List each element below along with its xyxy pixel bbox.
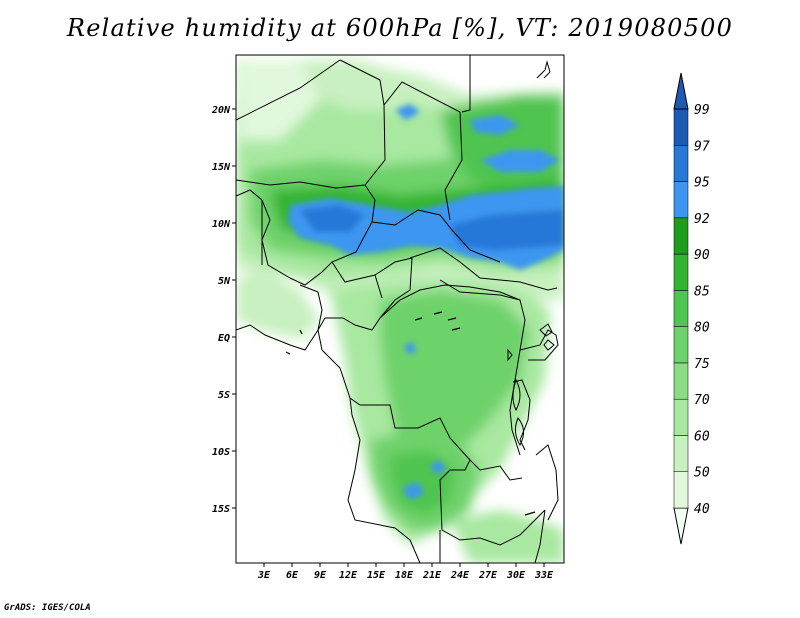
colorbar-label: 70 <box>694 393 710 408</box>
colorbar-label: 85 <box>694 284 710 299</box>
lat-tick-label: 20N <box>211 105 231 116</box>
lat-tick-label: 5N <box>218 276 231 287</box>
colorbar-box <box>673 181 689 219</box>
lat-tick-label: 15N <box>212 162 231 173</box>
grads-credit: GrADS: IGES/COLA <box>4 603 91 613</box>
lat-tick-label: EQ <box>218 333 230 344</box>
colorbar-box <box>673 471 689 509</box>
colorbar-arrow-high <box>673 72 689 110</box>
colorbar-arrow-low <box>673 507 689 545</box>
lon-tick-label: 6E <box>286 570 299 581</box>
lon-tick-label: 15E <box>367 570 386 581</box>
colorbar-label: 97 <box>694 139 710 154</box>
lon-tick-label: 3E <box>257 570 271 581</box>
lon-tick-label: 27E <box>478 570 498 581</box>
colorbar-label: 95 <box>694 176 710 191</box>
lon-tick-label: 21E <box>422 570 442 581</box>
lon-tick-label: 12E <box>339 570 358 581</box>
lon-tick-label: 9E <box>314 570 327 581</box>
colorbar-label: 75 <box>694 357 710 372</box>
colorbar-box <box>673 217 689 255</box>
lon-tick-label: 18E <box>395 570 414 581</box>
lat-tick-label: 15S <box>212 504 230 515</box>
map-frame <box>235 54 565 564</box>
lon-axis <box>263 563 545 567</box>
lon-tick-label: 30E <box>506 570 526 581</box>
map-title: Relative humidity at 600hPa [%], VT: 201… <box>66 14 734 42</box>
colorbar-box <box>673 145 689 182</box>
colorbar-box <box>673 253 689 291</box>
lat-tick-label: 5S <box>218 390 230 401</box>
colorbar-box <box>673 326 689 364</box>
colorbar-box <box>673 435 689 472</box>
colorbar: 40 50 60 70 75 80 85 90 92 95 97 99 <box>673 72 710 545</box>
colorbar-box <box>673 398 689 436</box>
colorbar-label: 60 <box>694 429 710 444</box>
colorbar-box <box>673 108 689 146</box>
humidity-field <box>236 55 564 563</box>
colorbar-label: 50 <box>694 466 710 481</box>
lat-tick-label: 10S <box>212 447 230 458</box>
colorbar-label: 80 <box>694 321 710 336</box>
colorbar-label: 40 <box>694 502 710 517</box>
lon-tick-label: 33E <box>534 570 554 581</box>
colorbar-box <box>673 290 689 327</box>
lon-tick-label: 24E <box>450 570 470 581</box>
colorbar-label: 90 <box>694 248 710 263</box>
colorbar-label: 92 <box>694 212 710 227</box>
colorbar-label: 99 <box>694 103 710 118</box>
lat-axis <box>232 108 236 509</box>
colorbar-box <box>673 362 689 400</box>
lat-tick-label: 10N <box>212 219 231 230</box>
